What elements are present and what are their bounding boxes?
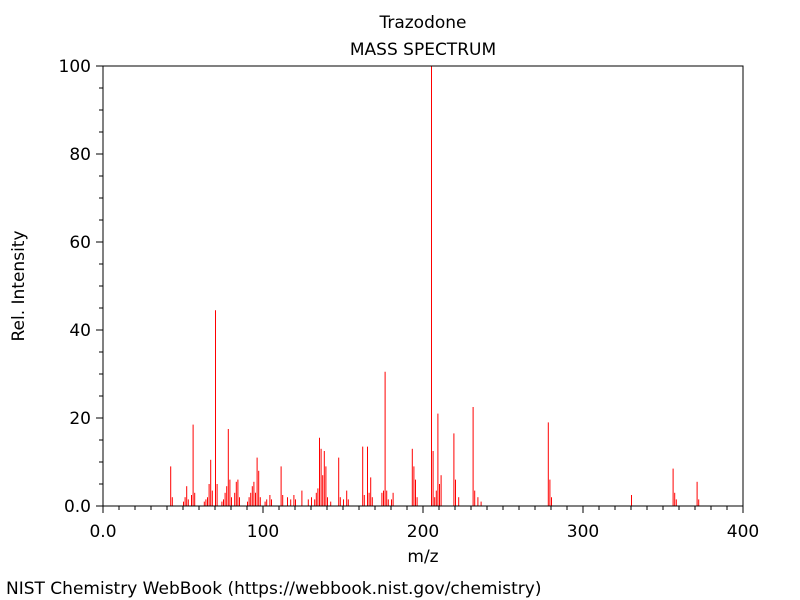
y-axis-label: Rel. Intensity [9,230,29,341]
y-tick-label: 20 [69,409,91,429]
peak-bars [170,66,700,506]
x-tick-label: 100 [247,522,279,542]
axis-ticks: 0.0 100 200 300 400 0.0 20 40 60 80 100 [59,57,760,542]
y-tick-label: 60 [69,233,91,253]
y-tick-label: 0.0 [64,497,91,517]
source-footer: NIST Chemistry WebBook (https://webbook.… [6,579,541,599]
x-tick-label: 300 [567,522,599,542]
x-tick-label: 200 [407,522,439,542]
x-tick-label: 400 [727,522,759,542]
x-axis-label: m/z [407,547,438,567]
y-tick-label: 40 [69,321,91,341]
y-tick-label: 80 [69,145,91,165]
y-tick-label: 100 [59,57,91,77]
plot-frame [102,65,744,507]
chart-title: Trazodone [378,13,466,33]
chart-subtitle: MASS SPECTRUM [350,40,496,60]
x-tick-label: 0.0 [89,522,116,542]
